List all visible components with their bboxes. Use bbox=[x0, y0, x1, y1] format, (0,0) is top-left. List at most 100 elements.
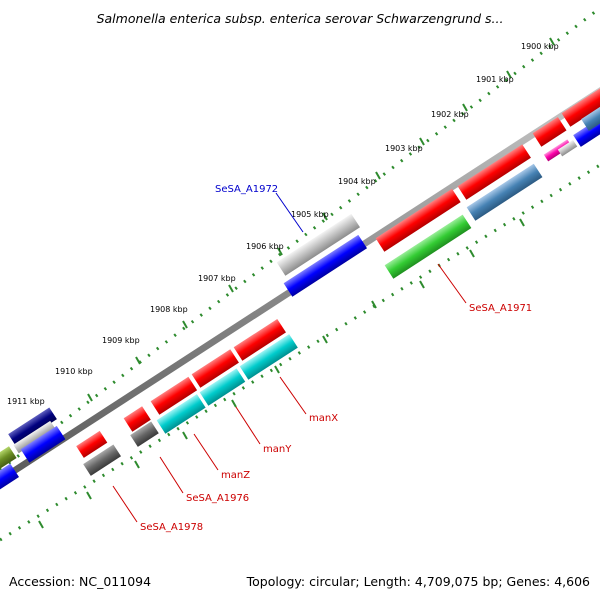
gene-bar bbox=[581, 105, 600, 131]
tick-mark bbox=[419, 280, 425, 289]
gene-feature-red[interactable] bbox=[191, 349, 239, 388]
gene-label-SeSA_A1972[interactable]: SeSA_A1972 bbox=[215, 184, 278, 195]
tick-mark bbox=[371, 300, 377, 309]
gene-feature-SeSA_A1976[interactable] bbox=[130, 421, 159, 447]
tick-mark bbox=[506, 70, 512, 79]
gene-bar bbox=[8, 407, 57, 446]
gene-bar bbox=[532, 116, 567, 147]
gene-feature-grey[interactable] bbox=[13, 420, 56, 454]
gene-feature-red[interactable] bbox=[457, 144, 531, 200]
gene-bar bbox=[83, 444, 122, 476]
gene-feature-manX[interactable] bbox=[239, 334, 298, 380]
gene-bar bbox=[20, 425, 66, 463]
gene-feature-blue[interactable] bbox=[0, 463, 20, 492]
tick-mark bbox=[274, 365, 280, 374]
tick-mark bbox=[277, 247, 283, 256]
tick-mark bbox=[322, 212, 328, 221]
tick-label: 1911 kbp bbox=[7, 397, 45, 406]
tick-mark bbox=[87, 393, 93, 402]
reverse-strand-genes bbox=[0, 105, 600, 492]
gene-feature-magenta[interactable] bbox=[543, 139, 572, 162]
tick-mark bbox=[375, 171, 381, 180]
tick-label: 1906 kbp bbox=[246, 242, 284, 251]
tick-label: 1901 kbp bbox=[476, 75, 514, 84]
gene-bar bbox=[76, 430, 108, 458]
map-title: Salmonella enterica subsp. enterica sero… bbox=[97, 11, 504, 26]
gene-feature-SeSA_A1978-upper[interactable] bbox=[76, 430, 108, 458]
gene-feature-red[interactable] bbox=[233, 318, 286, 361]
gene-bar bbox=[0, 463, 20, 492]
gene-label-manY[interactable]: manY bbox=[263, 444, 292, 455]
tick-label: 1908 kbp bbox=[150, 305, 188, 314]
tick-mark bbox=[182, 320, 188, 329]
gene-feature-steelblue[interactable] bbox=[581, 105, 600, 131]
tick-label: 1909 kbp bbox=[102, 336, 140, 345]
leader-line bbox=[112, 485, 138, 523]
tick-mark bbox=[322, 335, 328, 344]
leader-line bbox=[193, 433, 219, 471]
gene-feature-SeSA_A1971[interactable] bbox=[384, 214, 472, 279]
gene-feature-olive[interactable] bbox=[0, 446, 17, 469]
gene-feature-red[interactable] bbox=[375, 188, 461, 252]
tick-mark bbox=[231, 399, 237, 408]
gene-bar bbox=[123, 406, 151, 432]
outer-ruler: 1900 kbp 1901 kbp 1902 kbp 1903 kbp 1904… bbox=[0, 6, 600, 472]
gene-feature-blue[interactable] bbox=[573, 118, 600, 147]
gene-bar bbox=[130, 421, 159, 447]
gene-bar bbox=[276, 213, 360, 276]
gene-feature-red[interactable] bbox=[150, 376, 198, 415]
leader-line bbox=[275, 192, 304, 233]
tick-mark bbox=[469, 249, 475, 258]
gene-bar bbox=[156, 394, 206, 434]
gene-bar bbox=[466, 163, 543, 221]
gene-feature-SeSA_A1972[interactable] bbox=[276, 213, 360, 276]
tick-mark bbox=[549, 37, 555, 46]
gene-feature-blue[interactable] bbox=[283, 234, 367, 297]
gene-bar bbox=[543, 139, 572, 162]
tick-label: 1905 kbp bbox=[291, 210, 329, 219]
gene-feature-steelblue[interactable] bbox=[466, 163, 543, 221]
gene-bar bbox=[233, 318, 286, 361]
gene-label-SeSA_A1976[interactable]: SeSA_A1976 bbox=[186, 493, 249, 504]
gene-label-SeSA_A1971[interactable]: SeSA_A1971 bbox=[469, 303, 532, 314]
gene-bar bbox=[0, 446, 17, 469]
tick-mark bbox=[38, 520, 44, 529]
tick-mark bbox=[134, 460, 140, 469]
tick-mark bbox=[462, 103, 468, 112]
tick-mark bbox=[86, 491, 92, 500]
gene-feature-manY[interactable] bbox=[199, 368, 246, 406]
gene-feature-red[interactable] bbox=[532, 116, 567, 147]
gene-bar bbox=[199, 368, 246, 406]
tick-mark bbox=[228, 284, 234, 293]
gene-bar bbox=[375, 188, 461, 252]
inner-ruler bbox=[0, 163, 600, 542]
tick-mark bbox=[182, 431, 188, 440]
forward-strand-genes bbox=[8, 86, 600, 454]
inner-ruler-dots bbox=[0, 163, 600, 542]
gene-feature-grey[interactable] bbox=[557, 139, 578, 157]
tick-mark bbox=[519, 218, 525, 227]
gene-bar bbox=[191, 349, 239, 388]
gene-label-SeSA_A1978[interactable]: SeSA_A1978 bbox=[140, 522, 203, 533]
gene-label-manX[interactable]: manX bbox=[309, 413, 338, 424]
gene-label-manZ[interactable]: manZ bbox=[221, 470, 250, 481]
gene-bar bbox=[457, 144, 531, 200]
gene-bar bbox=[150, 376, 198, 415]
gene-feature-manZ[interactable] bbox=[156, 394, 206, 434]
gene-feature-red[interactable] bbox=[123, 406, 151, 432]
gene-feature-blue[interactable] bbox=[20, 425, 66, 463]
leader-line bbox=[235, 406, 261, 445]
tick-mark bbox=[419, 137, 425, 146]
tick-mark bbox=[135, 356, 141, 365]
tick-label: 1903 kbp bbox=[385, 144, 423, 153]
gene-feature-navy[interactable] bbox=[8, 407, 57, 446]
gene-bar bbox=[384, 214, 472, 279]
gene-feature-SeSA_A1978[interactable] bbox=[83, 444, 122, 476]
leader-line bbox=[159, 456, 184, 494]
gene-bar bbox=[239, 334, 298, 380]
tick-label: 1902 kbp bbox=[431, 110, 469, 119]
tick-label: 1904 kbp bbox=[338, 177, 376, 186]
gene-labels: SeSA_A1972 SeSA_A1971 manX manY manZ SeS… bbox=[140, 184, 532, 533]
